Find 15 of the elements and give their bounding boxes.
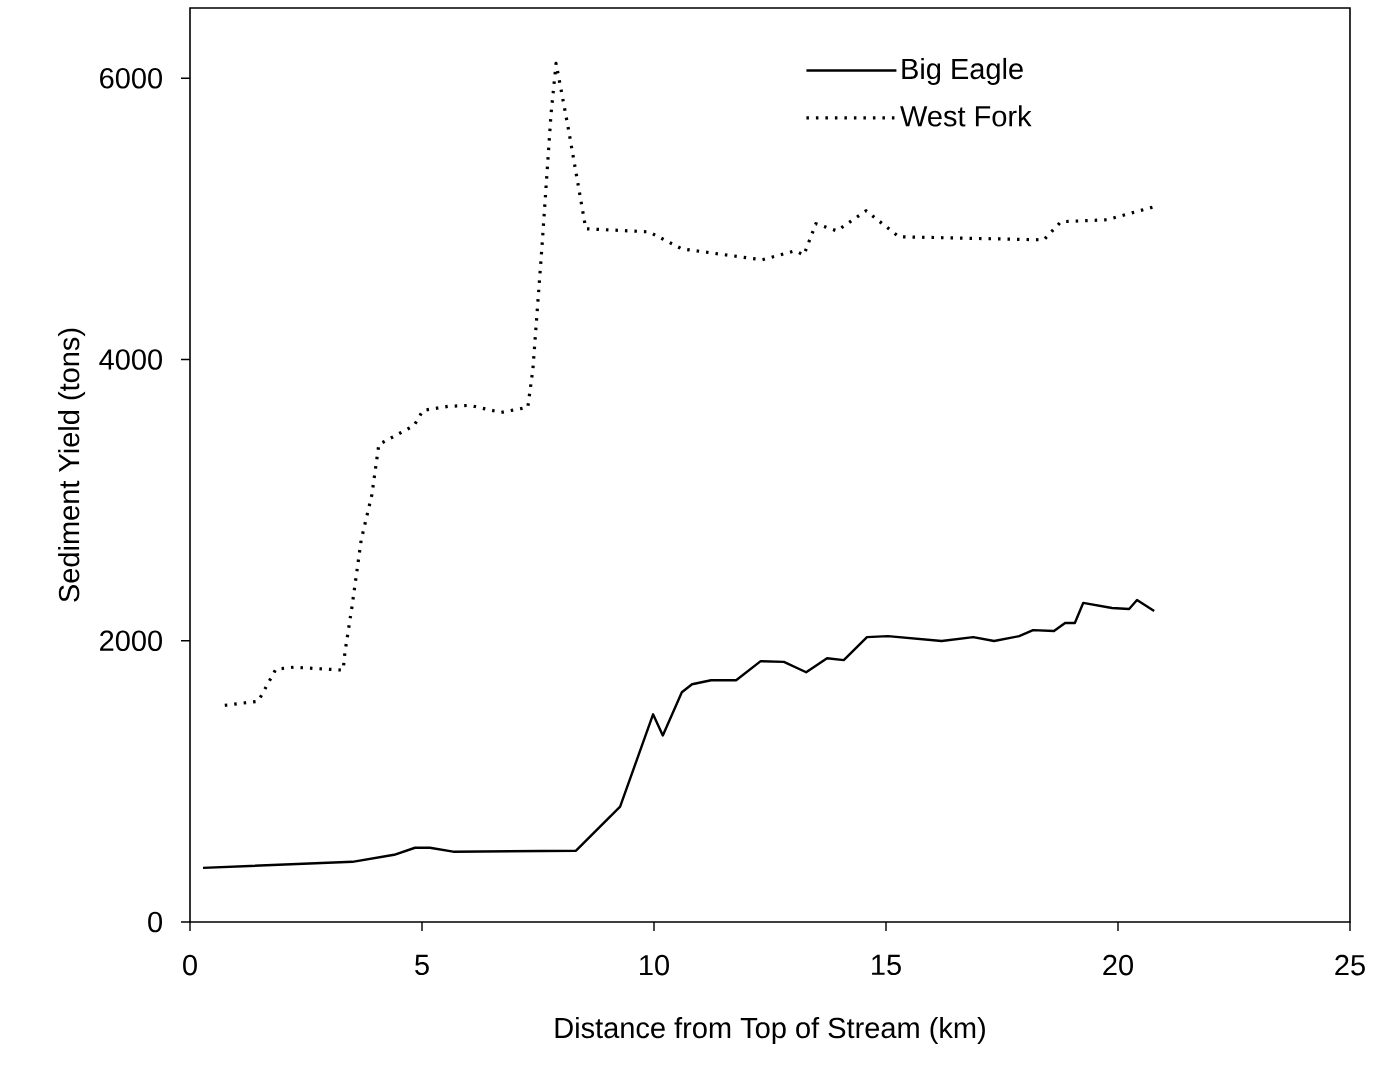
x-tick-label: 25	[1335, 954, 1365, 976]
legend-label: West Fork	[900, 105, 1032, 127]
y-tick-label: 2000	[100, 630, 162, 652]
legend-label: Big Eagle	[902, 57, 1023, 85]
x-tick-label: 10	[640, 954, 669, 976]
y-axis-title: Sediment Yield (tons)	[58, 328, 86, 602]
y-tick-label: 0	[148, 911, 163, 933]
x-tick-label: 0	[183, 954, 197, 976]
x-tick-label: 5	[415, 954, 429, 976]
line-series	[201, 598, 1156, 870]
x-tick-label: 20	[1103, 954, 1133, 976]
x-tick-label: 15	[872, 954, 901, 976]
x-axis-title: Distance from Top of Stream (km)	[555, 1016, 985, 1044]
y-tick-label: 4000	[99, 349, 162, 370]
y-tick-label: 6000	[100, 68, 162, 89]
